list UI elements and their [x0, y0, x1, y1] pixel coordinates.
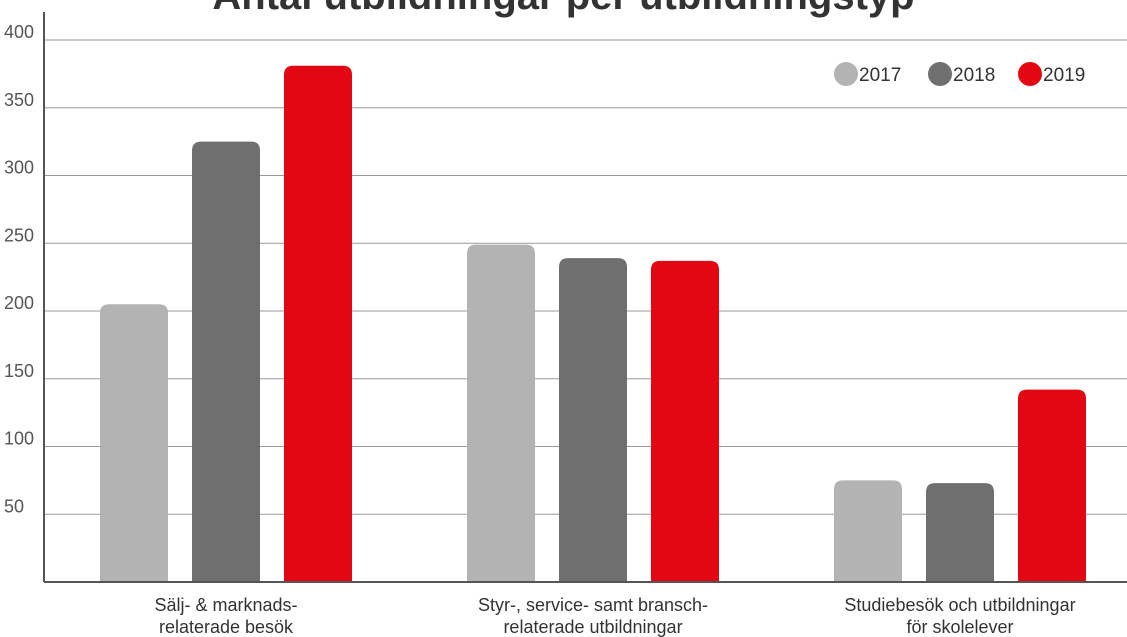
y-tick-label-150: 150 — [4, 361, 34, 381]
bar-2019-0 — [284, 65, 352, 583]
x-category-label-line: relaterade besök — [159, 617, 294, 637]
x-category-label-line: för skolelever — [906, 617, 1013, 637]
x-axis-labels: Sälj- & marknads-relaterade besök Styr-, … — [154, 595, 1075, 637]
y-axis-ticks: 50 100 150 200 250 300 350 400 — [4, 22, 34, 516]
y-tick-label-350: 350 — [4, 90, 34, 110]
legend-label-2019: 2019 — [1043, 65, 1085, 86]
legend: 2017 2018 2019 — [834, 62, 1085, 86]
x-category-label-line: Styr-, service- samt bransch- — [478, 595, 708, 615]
x-category-label-0: Sälj- & marknads-relaterade besök — [154, 595, 297, 637]
y-tick-label-250: 250 — [4, 225, 34, 245]
legend-swatch-2018 — [928, 62, 952, 86]
x-category-label-2: Studiebesök och utbildningar för skolelev… — [844, 595, 1075, 637]
axes — [43, 12, 1127, 583]
bar-2018-0 — [192, 141, 260, 582]
legend-label-2018: 2018 — [953, 65, 995, 86]
bar-2019-1 — [651, 260, 719, 582]
y-tick-label-50: 50 — [4, 496, 24, 516]
legend-swatch-2019 — [1018, 62, 1042, 86]
bar-2017-2 — [834, 480, 902, 582]
bar-2018-1 — [559, 258, 627, 582]
y-tick-label-100: 100 — [4, 429, 34, 449]
x-category-label-1: Styr-, service- samt bransch-relaterade … — [478, 595, 708, 637]
bars — [100, 65, 1086, 583]
bar-2019-2 — [1018, 389, 1086, 582]
y-tick-label-400: 400 — [4, 22, 34, 42]
bar-2017-1 — [467, 244, 535, 583]
x-category-label-line: Sälj- & marknads- — [154, 595, 297, 615]
y-tick-label-200: 200 — [4, 293, 34, 313]
bar-2017-0 — [100, 304, 168, 582]
y-tick-label-300: 300 — [4, 158, 34, 178]
legend-label-2017: 2017 — [859, 65, 901, 86]
legend-swatch-2017 — [834, 62, 858, 86]
bar-2018-2 — [926, 483, 994, 582]
chart-title: Antal utbildningar per utbildningstyp — [0, 0, 1127, 19]
x-category-label-line: relaterade utbildningar — [503, 617, 682, 637]
x-category-label-line: Studiebesök och utbildningar — [844, 595, 1075, 615]
